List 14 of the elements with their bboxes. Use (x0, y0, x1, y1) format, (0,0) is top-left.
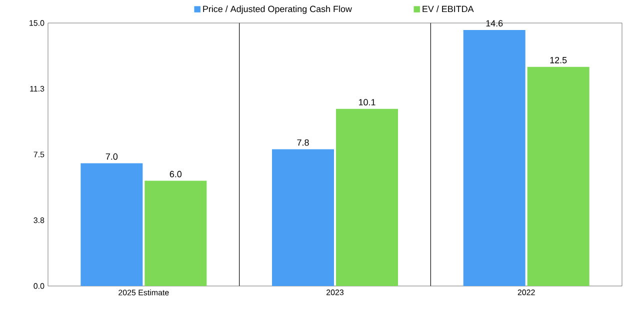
legend-label: Price / Adjusted Operating Cash Flow (203, 6, 352, 14)
data-label: 14.6 (486, 20, 503, 26)
bar (80, 163, 143, 286)
data-label: 7.0 (106, 153, 118, 160)
bar (463, 30, 526, 286)
legend-label: EV / EBITDA (422, 6, 474, 12)
data-label: 7.8 (297, 139, 309, 146)
data-label: 12.5 (550, 56, 567, 64)
bar (144, 180, 207, 286)
bar (527, 66, 590, 286)
data-label: 10.1 (358, 99, 376, 106)
bar (336, 108, 398, 286)
bar (272, 149, 334, 286)
data-label: 6.0 (170, 170, 182, 178)
